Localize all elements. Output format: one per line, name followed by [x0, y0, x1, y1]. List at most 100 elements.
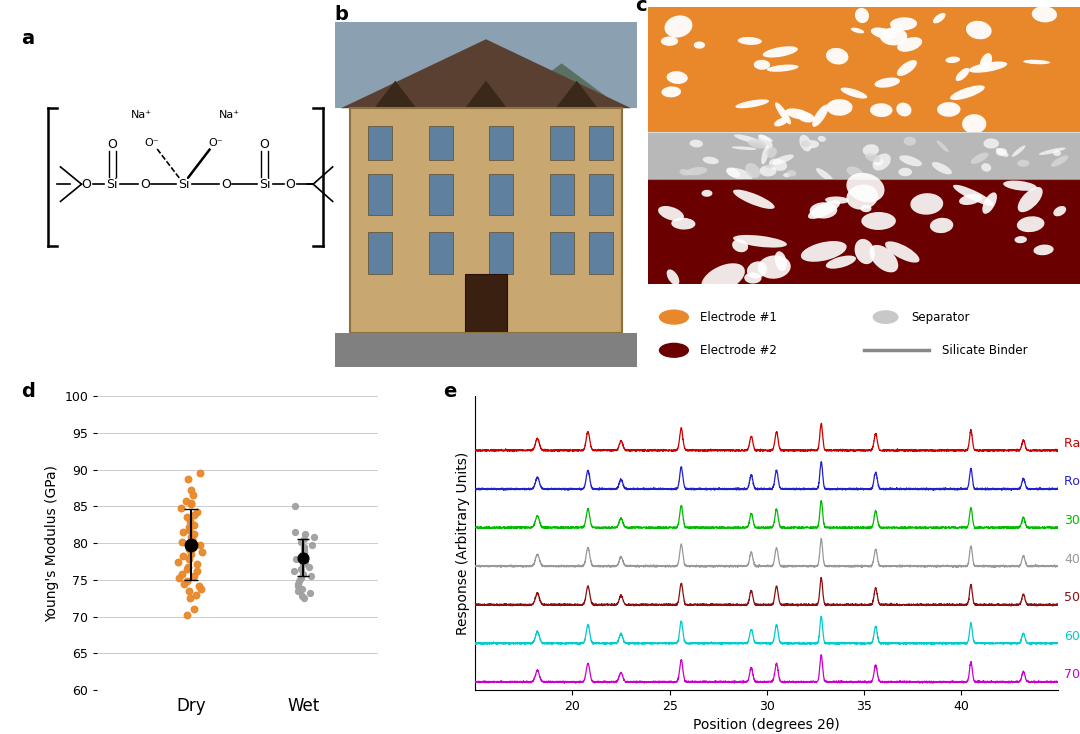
Bar	[350, 108, 622, 333]
Ellipse shape	[945, 57, 960, 63]
Point	[183, 541, 200, 553]
Ellipse shape	[726, 167, 740, 178]
Ellipse shape	[732, 239, 748, 252]
Bar	[648, 132, 1080, 179]
Ellipse shape	[727, 167, 753, 181]
Point	[296, 546, 313, 558]
Bar	[648, 179, 1080, 284]
Ellipse shape	[1012, 145, 1025, 157]
Point	[187, 589, 204, 600]
Ellipse shape	[1031, 6, 1057, 22]
Point	[293, 583, 310, 595]
Ellipse shape	[847, 184, 878, 210]
Ellipse shape	[962, 115, 986, 134]
Ellipse shape	[930, 218, 954, 233]
Ellipse shape	[703, 156, 719, 164]
Ellipse shape	[966, 21, 991, 40]
X-axis label: Position (degrees 2θ): Position (degrees 2θ)	[693, 719, 840, 733]
Ellipse shape	[875, 78, 900, 87]
Text: O: O	[81, 178, 92, 191]
Point	[285, 565, 302, 577]
Point	[186, 603, 203, 615]
Ellipse shape	[679, 169, 690, 175]
Bar	[429, 233, 453, 274]
Ellipse shape	[896, 60, 917, 76]
Point	[180, 585, 198, 597]
Ellipse shape	[812, 104, 828, 127]
Ellipse shape	[686, 167, 707, 175]
Point	[293, 563, 310, 575]
Point	[183, 484, 200, 496]
Text: Si: Si	[178, 178, 189, 191]
Ellipse shape	[984, 139, 999, 148]
Polygon shape	[341, 39, 631, 108]
Ellipse shape	[1017, 160, 1029, 167]
Ellipse shape	[1003, 181, 1037, 191]
Polygon shape	[501, 63, 622, 108]
Ellipse shape	[661, 37, 678, 46]
Text: O: O	[107, 138, 118, 151]
Text: a: a	[22, 29, 35, 48]
Point	[180, 543, 198, 555]
Ellipse shape	[889, 24, 903, 34]
Point	[305, 531, 322, 543]
Point	[295, 592, 312, 604]
Ellipse shape	[758, 134, 772, 149]
Point	[294, 568, 311, 580]
Ellipse shape	[762, 46, 798, 57]
Polygon shape	[374, 81, 417, 108]
Point	[191, 539, 208, 550]
Point	[170, 556, 187, 567]
Ellipse shape	[744, 272, 761, 283]
Ellipse shape	[761, 145, 769, 164]
Ellipse shape	[693, 42, 705, 48]
Point	[173, 502, 190, 514]
Point	[287, 553, 305, 565]
Ellipse shape	[959, 194, 982, 205]
Point	[178, 575, 195, 587]
Ellipse shape	[805, 140, 819, 148]
Ellipse shape	[797, 112, 814, 123]
Ellipse shape	[734, 134, 761, 143]
Point	[188, 565, 205, 577]
Text: Separator: Separator	[912, 310, 970, 324]
Ellipse shape	[759, 165, 777, 176]
Text: Room Temp: Room Temp	[1064, 476, 1080, 488]
Point	[295, 543, 312, 555]
Ellipse shape	[826, 48, 849, 65]
Ellipse shape	[937, 102, 960, 117]
Point	[188, 558, 205, 570]
Text: 400°C: 400°C	[1064, 553, 1080, 566]
Ellipse shape	[865, 153, 881, 162]
Ellipse shape	[904, 137, 916, 145]
Text: c: c	[635, 0, 647, 15]
Point	[302, 570, 320, 582]
Ellipse shape	[980, 53, 993, 71]
Text: O⁻: O⁻	[144, 138, 159, 148]
Ellipse shape	[855, 8, 869, 23]
Ellipse shape	[950, 85, 985, 100]
Point	[180, 561, 198, 573]
Polygon shape	[555, 81, 598, 108]
Text: 300°C: 300°C	[1064, 514, 1080, 527]
Ellipse shape	[738, 37, 761, 45]
Ellipse shape	[873, 153, 891, 170]
Point	[184, 534, 201, 545]
Bar	[550, 126, 573, 160]
Ellipse shape	[1053, 206, 1066, 217]
Point	[183, 539, 200, 550]
Ellipse shape	[799, 135, 811, 151]
Ellipse shape	[981, 163, 991, 172]
Ellipse shape	[666, 269, 679, 286]
Ellipse shape	[772, 154, 794, 164]
Ellipse shape	[870, 27, 895, 39]
Bar	[589, 233, 613, 274]
Point	[186, 509, 203, 521]
Ellipse shape	[880, 27, 907, 46]
Bar	[648, 7, 1080, 132]
Text: O: O	[139, 178, 150, 191]
Ellipse shape	[702, 190, 713, 197]
Ellipse shape	[873, 310, 899, 324]
Ellipse shape	[847, 167, 863, 178]
Ellipse shape	[1034, 244, 1054, 255]
